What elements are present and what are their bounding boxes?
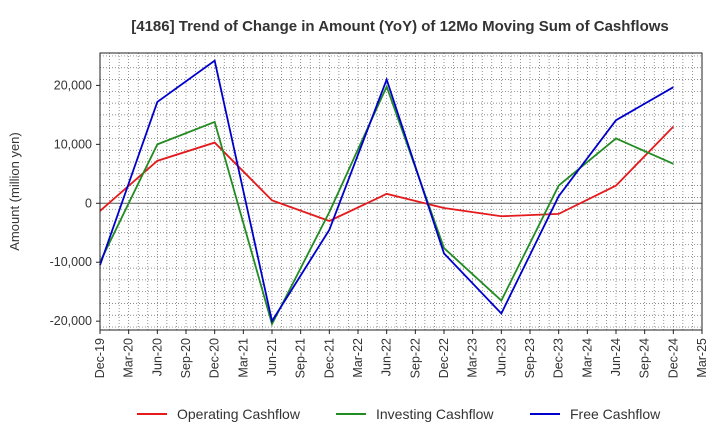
series-lines [99, 59, 674, 327]
y-axis-ticks: -20,000 -10,000 0 10,000 20,000 [50, 78, 100, 328]
x-tick-label: Mar-22 [351, 338, 365, 378]
x-tick-label: Sep-23 [523, 338, 537, 378]
y-axis-label: Amount (million yen) [7, 132, 22, 251]
y-tick-label: 20,000 [54, 78, 92, 92]
legend-item-operating-cashflow: Operating Cashflow [137, 406, 301, 422]
x-tick-label: Dec-20 [208, 338, 222, 378]
x-tick-label: Mar-21 [236, 338, 250, 378]
x-tick-label: Dec-21 [322, 338, 336, 378]
x-tick-label: Dec-24 [666, 338, 680, 378]
y-tick-label: -10,000 [50, 255, 92, 269]
x-tick-label: Mar-23 [466, 338, 480, 378]
chart-title: [4186] Trend of Change in Amount (YoY) o… [131, 18, 669, 35]
x-tick-label: Dec-22 [437, 338, 451, 378]
x-tick-label: Jun-24 [609, 338, 623, 376]
legend-label: Free Cashflow [570, 406, 661, 422]
grid-lines [100, 53, 702, 330]
legend-label: Operating Cashflow [177, 406, 301, 422]
legend-item-investing-cashflow: Investing Cashflow [336, 406, 494, 422]
series-line-free-cashflow [99, 59, 674, 324]
x-tick-label: Jun-20 [150, 338, 164, 376]
x-tick-label: Jun-21 [265, 338, 279, 376]
legend: Operating Cashflow Investing Cashflow Free… [137, 406, 661, 422]
y-tick-label: 0 [85, 196, 92, 210]
x-axis-ticks: Dec-19 Mar-20 Jun-20 Sep-20 Dec-20 Mar-21 Jun-… [93, 330, 709, 378]
series-line-operating-cashflow [99, 126, 674, 222]
x-tick-label: Mar-25 [695, 338, 709, 378]
y-tick-label: -20,000 [50, 314, 92, 328]
x-tick-label: Mar-24 [580, 338, 594, 378]
x-tick-label: Dec-23 [552, 338, 566, 378]
x-tick-label: Mar-20 [122, 338, 136, 378]
x-tick-label: Sep-21 [294, 338, 308, 378]
x-tick-label: Sep-24 [638, 338, 652, 378]
y-tick-label: 10,000 [54, 137, 92, 151]
x-tick-label: Sep-20 [179, 338, 193, 378]
x-tick-label: Jun-22 [380, 338, 394, 376]
x-tick-label: Dec-19 [93, 338, 107, 378]
legend-item-free-cashflow: Free Cashflow [530, 406, 661, 422]
legend-label: Investing Cashflow [376, 406, 494, 422]
x-tick-label: Sep-22 [408, 338, 422, 378]
plot-area [99, 52, 703, 331]
x-tick-label: Jun-23 [494, 338, 508, 376]
